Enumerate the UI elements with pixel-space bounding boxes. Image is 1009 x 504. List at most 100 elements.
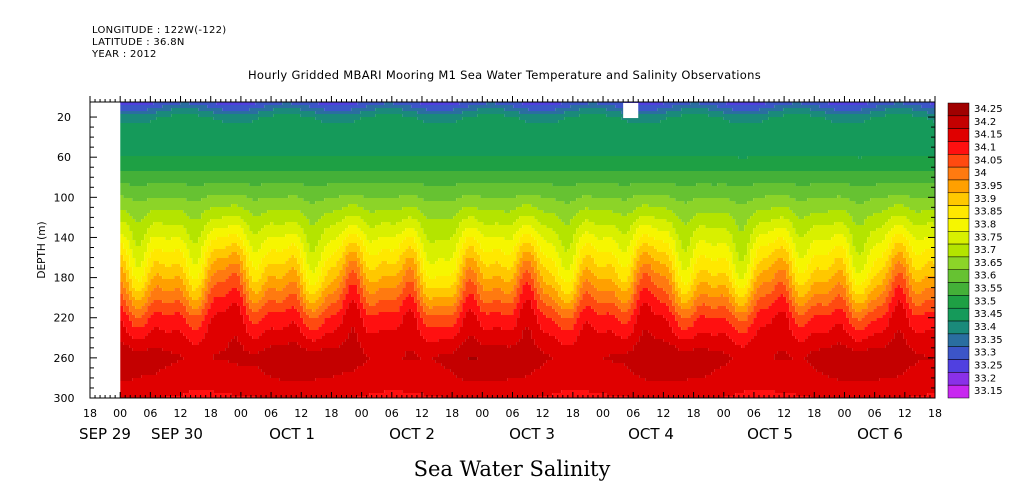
heatmap-cell <box>903 372 935 375</box>
heatmap-cell <box>681 306 691 309</box>
heatmap-cell <box>120 153 935 156</box>
heatmap-cell <box>807 267 817 270</box>
heatmap-cell <box>207 282 217 285</box>
heatmap-cell <box>363 279 370 282</box>
heatmap-cell <box>798 339 805 342</box>
heatmap-cell <box>702 303 706 306</box>
heatmap-cell <box>369 279 379 282</box>
heatmap-cell <box>825 117 871 120</box>
heatmap-cell <box>396 327 418 330</box>
heatmap-cell <box>696 213 730 216</box>
heatmap-cell <box>843 234 853 237</box>
heatmap-cell <box>555 321 577 324</box>
heatmap-cell <box>684 201 688 204</box>
heatmap-cell <box>864 243 877 246</box>
heatmap-cell <box>531 288 538 291</box>
heatmap-cell <box>477 240 520 243</box>
heatmap-cell <box>546 282 559 285</box>
heatmap-cell <box>648 204 895 207</box>
heatmap-cell <box>120 141 935 144</box>
heatmap-cell <box>411 294 418 297</box>
heatmap-cell <box>537 279 544 282</box>
heatmap-cell <box>537 240 547 243</box>
heatmap-cell <box>189 291 202 294</box>
heatmap-cell <box>120 198 133 201</box>
heatmap-cell <box>537 345 634 348</box>
heatmap-cell <box>792 252 799 255</box>
heatmap-cell <box>882 267 889 270</box>
heatmap-cell <box>669 297 676 300</box>
heatmap-cell <box>357 285 361 288</box>
heatmap-cell <box>876 273 886 276</box>
heatmap-cell <box>594 285 619 288</box>
heatmap-cell <box>732 258 739 261</box>
heatmap-cell <box>852 306 868 309</box>
heatmap-cell <box>582 234 595 237</box>
heatmap-cell <box>156 111 214 114</box>
heatmap-cell <box>402 357 421 360</box>
heatmap-cell <box>747 327 760 330</box>
heatmap-cell <box>579 330 598 333</box>
heatmap-cell <box>366 300 379 303</box>
heatmap-cell <box>669 309 676 312</box>
heatmap-cell <box>420 282 427 285</box>
heatmap-cell <box>810 183 850 186</box>
heatmap-cell <box>753 273 760 276</box>
heatmap-cell <box>648 330 673 333</box>
heatmap-cell <box>360 261 367 264</box>
heatmap-cell <box>750 303 757 306</box>
heatmap-cell <box>633 348 679 351</box>
heatmap-cell <box>768 231 790 234</box>
heatmap-cell <box>345 294 361 297</box>
heatmap-cell <box>504 252 511 255</box>
x-tick-label: 18 <box>928 407 942 420</box>
heatmap-cell <box>297 285 304 288</box>
heatmap-cell <box>120 216 133 219</box>
heatmap-cell <box>252 300 259 303</box>
heatmap-cell <box>411 216 427 219</box>
heatmap-cell <box>270 222 274 225</box>
heatmap-cell <box>120 396 166 398</box>
heatmap-cell <box>120 246 124 249</box>
heatmap-cell <box>597 288 622 291</box>
heatmap-cell <box>216 282 241 285</box>
heatmap-cell <box>750 270 754 273</box>
heatmap-cell <box>153 276 163 279</box>
heatmap-cell <box>129 270 133 273</box>
heatmap-cell <box>324 198 424 201</box>
heatmap-cell <box>768 111 826 114</box>
heatmap-cell <box>810 285 835 288</box>
heatmap-cell <box>786 297 790 300</box>
heatmap-cell <box>417 294 421 297</box>
heatmap-cell <box>351 327 355 330</box>
heatmap-cell <box>852 216 868 219</box>
heatmap-cell <box>639 237 655 240</box>
heatmap-cell <box>894 102 904 105</box>
heatmap-cell <box>519 261 523 264</box>
heatmap-cell <box>183 279 190 282</box>
heatmap-cell <box>576 198 622 201</box>
heatmap-cell <box>870 282 883 285</box>
heatmap-cell <box>231 252 238 255</box>
heatmap-cell <box>891 339 907 342</box>
heatmap-cell <box>699 294 709 297</box>
heatmap-cell <box>807 354 925 357</box>
heatmap-cell <box>516 207 538 210</box>
heatmap-cell <box>189 234 202 237</box>
heatmap-cell <box>669 294 676 297</box>
heatmap-cell <box>120 231 133 234</box>
heatmap-cell <box>903 243 910 246</box>
heatmap-cell <box>747 315 757 318</box>
heatmap-cell <box>636 342 670 345</box>
heatmap-cell <box>363 294 400 297</box>
heatmap-cell <box>522 204 532 207</box>
heatmap-cell <box>477 276 484 279</box>
heatmap-cell <box>120 360 178 363</box>
heatmap-cell <box>780 294 784 297</box>
heatmap-cell <box>894 336 904 339</box>
heatmap-cell <box>357 306 364 309</box>
heatmap-cell <box>249 303 265 306</box>
heatmap-cell <box>261 285 286 288</box>
heatmap-cell <box>630 240 637 243</box>
heatmap-cell <box>453 255 460 258</box>
